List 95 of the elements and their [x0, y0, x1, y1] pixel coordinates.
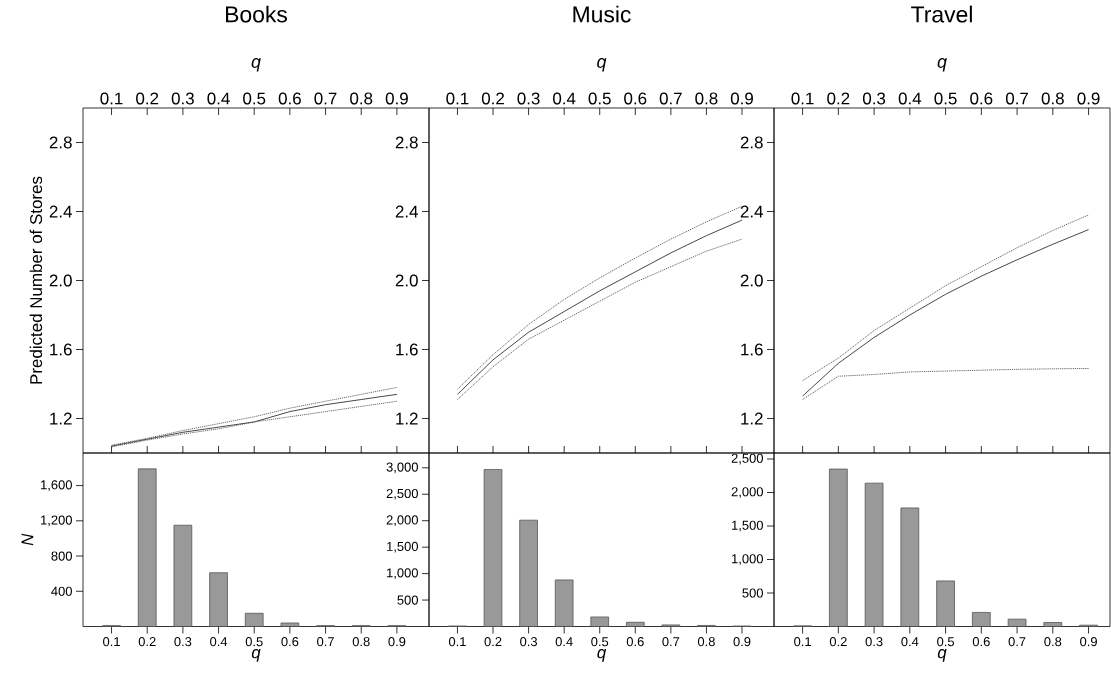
x-tick-label: 0.7: [1005, 92, 1028, 105]
y-tick-label: 2,000: [731, 487, 763, 498]
x-tick-label: 0.3: [171, 92, 194, 105]
x-tick-label: 0.1: [100, 92, 123, 105]
x-tick-label: 0.5: [588, 92, 611, 105]
x-tick-label: 0.4: [553, 92, 576, 105]
x-tick-label: 0.1: [794, 637, 811, 647]
x-tick-label: 0.4: [898, 92, 922, 105]
x-axis-title: q: [937, 649, 947, 662]
x-axis-title: q: [251, 58, 261, 72]
x-axis-title: q: [937, 58, 947, 72]
x-tick-label: 0.6: [281, 637, 299, 647]
x-axis-title: q: [597, 649, 607, 662]
y-tick-label: 1,200: [41, 515, 72, 527]
y-tick-label: 2.0: [49, 274, 72, 287]
x-tick-label: 0.6: [626, 637, 644, 647]
y-tick-label: 1.2: [50, 412, 72, 425]
x-axis-title: q: [251, 649, 261, 662]
x-tick-label: 0.8: [1044, 637, 1062, 647]
y-tick-label: 1.6: [741, 343, 763, 356]
x-tick-label: 0.7: [314, 92, 337, 105]
x-tick-label: 0.3: [862, 92, 886, 105]
x-tick-label: 0.8: [695, 92, 718, 105]
x-tick-label: 0.1: [791, 92, 814, 105]
x-tick-label: 0.7: [1008, 637, 1026, 647]
x-tick-label: 0.2: [827, 92, 850, 105]
y-tick-label: 500: [742, 588, 763, 598]
x-tick-label: 0.4: [901, 637, 919, 647]
x-tick-label: 0.5: [245, 637, 263, 647]
x-tick-label: 0.1: [103, 637, 120, 647]
x-tick-label: 0.3: [174, 637, 192, 647]
x-tick-label: 0.8: [697, 637, 715, 647]
x-tick-label: 0.1: [448, 637, 466, 647]
x-tick-label: 0.5: [591, 637, 609, 647]
y-tick-label: 1.2: [396, 412, 418, 425]
x-tick-label: 0.9: [385, 92, 408, 105]
x-tick-label: 0.7: [662, 637, 680, 647]
x-tick-label: 0.9: [733, 637, 751, 647]
x-tick-label: 0.8: [352, 637, 370, 647]
x-tick-label: 0.2: [481, 92, 504, 105]
y-tick-label: 1.6: [50, 343, 72, 356]
chart-title: Travel: [911, 5, 972, 23]
x-tick-label: 0.8: [1041, 92, 1064, 105]
y-axis-title: Predicted Number of Stores: [29, 176, 43, 384]
y-tick-label: 1.2: [741, 412, 763, 425]
y-tick-label: 2.8: [740, 136, 763, 149]
y-tick-label: 1,000: [387, 568, 418, 579]
y-tick-label: 1,000: [732, 554, 763, 565]
x-tick-label: 0.4: [207, 92, 230, 105]
x-tick-label: 0.7: [659, 92, 682, 105]
y-tick-label: 500: [397, 595, 418, 605]
x-tick-label: 0.5: [934, 92, 957, 105]
x-tick-label: 0.9: [1080, 637, 1097, 647]
chart-title: Music: [573, 5, 631, 23]
x-tick-label: 0.5: [243, 92, 266, 105]
y-tick-label: 2.4: [395, 205, 418, 218]
x-tick-label: 0.9: [388, 637, 406, 647]
x-tick-label: 0.1: [446, 92, 469, 105]
chart-title: Books: [226, 5, 287, 23]
x-tick-label: 0.3: [517, 92, 540, 105]
x-tick-label: 0.8: [350, 92, 373, 105]
y-tick-label: 2.0: [395, 274, 418, 287]
x-tick-label: 0.6: [624, 92, 647, 105]
y-tick-label: 1,500: [732, 520, 763, 532]
x-tick-label: 0.2: [484, 637, 502, 647]
x-tick-label: 0.5: [937, 637, 955, 647]
x-axis-title: q: [597, 58, 607, 72]
y-tick-label: 2.8: [49, 136, 72, 149]
x-tick-label: 0.4: [210, 637, 228, 647]
y-tick-label: 2.4: [49, 205, 72, 218]
x-tick-label: 0.3: [865, 637, 883, 647]
y-tick-label: 1.6: [396, 343, 418, 356]
y-tick-label: 2.8: [395, 136, 418, 149]
x-tick-label: 0.2: [138, 637, 156, 647]
y-tick-label: 2,000: [386, 515, 418, 527]
y-tick-label: 2.0: [740, 274, 763, 287]
y-tick-label: 2.4: [740, 205, 763, 218]
x-tick-label: 0.3: [520, 637, 538, 647]
y-tick-label: 1,500: [387, 541, 418, 553]
x-tick-label: 0.9: [730, 92, 753, 105]
x-tick-label: 0.9: [1077, 92, 1100, 105]
x-tick-label: 0.7: [317, 637, 334, 647]
y-tick-label: 2,500: [731, 453, 763, 465]
x-tick-label: 0.6: [970, 92, 993, 105]
x-tick-label: 0.4: [555, 637, 573, 647]
y-axis-title: N: [21, 533, 34, 546]
y-tick-label: 1,600: [41, 480, 72, 491]
x-tick-label: 0.6: [278, 92, 301, 105]
y-tick-label: 2,500: [386, 488, 418, 500]
y-tick-label: 800: [51, 551, 72, 561]
x-tick-label: 0.2: [136, 92, 159, 105]
y-tick-label: 3,000: [386, 462, 418, 474]
x-tick-label: 0.2: [829, 637, 847, 647]
x-tick-label: 0.6: [972, 637, 990, 647]
y-tick-label: 400: [51, 586, 72, 596]
